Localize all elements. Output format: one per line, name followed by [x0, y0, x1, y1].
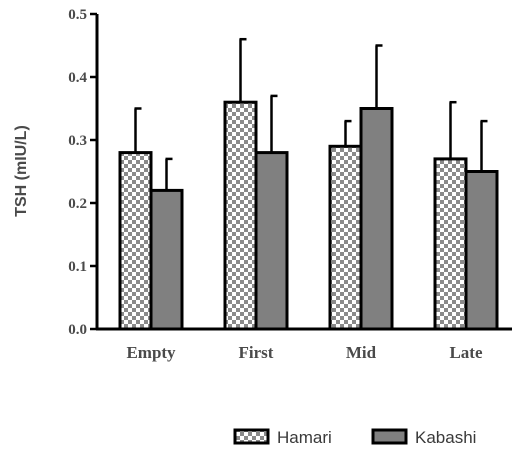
legend-label-kabashi: Kabashi: [415, 428, 476, 447]
bar-hamari-mid: [328, 144, 363, 331]
y-tick-label: 0.2: [68, 196, 87, 212]
x-tick-label: First: [239, 343, 274, 362]
y-axis-title: TSH (mIU/L): [13, 125, 30, 217]
plot-area: 0.0 0.1 0.2 0.3 0.4 0.5 Empty First Mid Late: [68, 7, 499, 362]
y-tick-label: 0.0: [68, 322, 87, 338]
y-tick-label: 0.1: [68, 259, 87, 275]
legend-label-hamari: Hamari: [277, 428, 332, 447]
legend-swatch-kabashi: [371, 428, 408, 445]
bar-hamari-late: [433, 157, 468, 331]
bar-kabashi-first: [254, 151, 289, 331]
bar-kabashi-late: [464, 170, 499, 331]
legend-swatch-hamari: [233, 428, 270, 445]
x-tick-label: Late: [449, 343, 483, 362]
y-tick-label: 0.4: [68, 70, 87, 86]
bar-kabashi-mid: [359, 107, 394, 331]
y-tick-label: 0.3: [68, 133, 87, 149]
bar-hamari-empty: [118, 151, 153, 331]
bar-hamari-first: [223, 100, 258, 331]
x-tick-label: Empty: [126, 343, 176, 362]
legend: Hamari Kabashi: [233, 428, 476, 447]
x-tick-label: Mid: [346, 343, 377, 362]
y-tick-label: 0.5: [68, 7, 87, 23]
bar-kabashi-empty: [149, 188, 184, 331]
